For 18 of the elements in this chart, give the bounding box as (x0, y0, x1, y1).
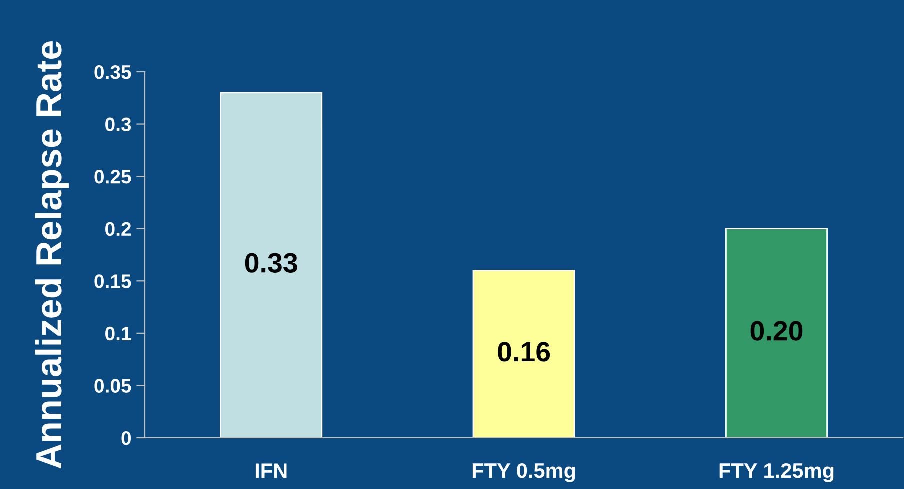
x-tick-label: FTY 1.25mg (720, 463, 834, 482)
data-label: 0.20 (750, 321, 803, 341)
bar (726, 228, 828, 438)
y-tick-label: 0 (122, 431, 132, 446)
bar (472, 270, 576, 438)
y-tick-label: 0.35 (94, 65, 132, 80)
y-tick-label: 0.1 (106, 326, 132, 341)
data-label: 0.16 (498, 342, 550, 362)
y-tick-label: 0.3 (106, 118, 132, 132)
y-tick-label: 0.2 (106, 222, 132, 236)
y-axis-title: Annualized Relapse Rate (35, 42, 69, 469)
x-tick-label: FTY 0.5mg (472, 463, 576, 482)
y-tick-label: 0.15 (94, 274, 132, 288)
y-tick-label: 0.05 (94, 379, 132, 393)
bar (220, 92, 323, 438)
x-tick-label: IFN (256, 464, 287, 478)
data-label: 0.33 (245, 253, 298, 273)
y-tick-label: 0.25 (94, 170, 132, 184)
